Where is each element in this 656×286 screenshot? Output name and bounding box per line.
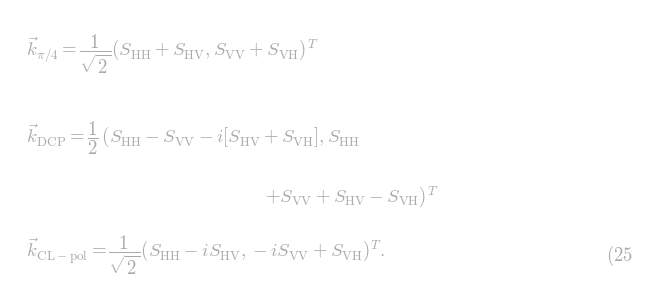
Text: $\vec{k}_{\mathrm{DCP}} = \dfrac{1}{2}\,(S_{\mathrm{HH}} - S_{\mathrm{VV}} - i[S: $\vec{k}_{\mathrm{DCP}} = \dfrac{1}{2}\,… bbox=[26, 119, 359, 156]
Text: $+S_{\mathrm{VV}} + S_{\mathrm{HV}} - S_{\mathrm{VH}})^T$: $+S_{\mathrm{VV}} + S_{\mathrm{HV}} - S_… bbox=[265, 184, 438, 209]
Text: $\vec{k}_{\mathrm{CL-pol}} = \dfrac{1}{\sqrt{2}}(S_{\mathrm{HH}} - iS_{\mathrm{H: $\vec{k}_{\mathrm{CL-pol}} = \dfrac{1}{\… bbox=[26, 234, 384, 277]
Text: $(25$: $(25$ bbox=[606, 243, 634, 269]
Text: $\vec{k}_{\pi/4} = \dfrac{1}{\sqrt{2}}(S_{\mathrm{HH}} + S_{\mathrm{HV}}, S_{\ma: $\vec{k}_{\pi/4} = \dfrac{1}{\sqrt{2}}(S… bbox=[26, 33, 318, 76]
